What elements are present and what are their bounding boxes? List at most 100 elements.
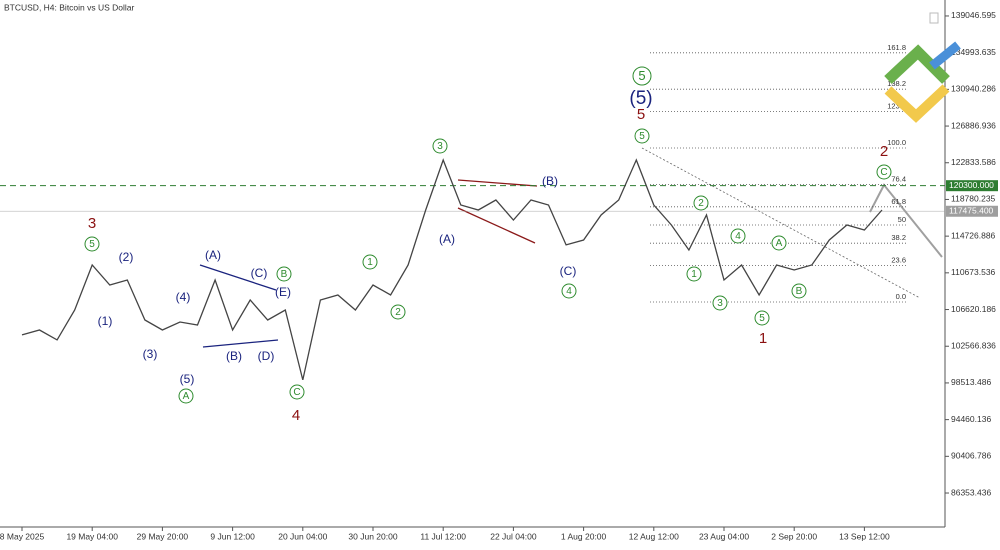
y-tick-label: 94460.136 <box>951 414 991 424</box>
wave-label: 5 <box>638 68 645 83</box>
y-tick-label: 130940.286 <box>951 84 996 94</box>
y-tick-label: 118780.235 <box>951 194 996 204</box>
x-tick-label: 11 Jul 12:00 <box>420 531 466 541</box>
wave-label: 5 <box>759 313 765 324</box>
y-tick-label: 106620.186 <box>951 304 996 314</box>
wave-label: (D) <box>258 349 275 363</box>
fib-label: 23.6 <box>891 256 906 265</box>
wave-label: (A) <box>439 232 455 246</box>
wave-circle <box>432 138 448 154</box>
icon <box>929 12 939 24</box>
wave-label: B <box>796 286 803 297</box>
x-tick-label: 1 Aug 20:00 <box>561 531 607 541</box>
fib-label: 50 <box>898 215 906 224</box>
wave-label: (C) <box>560 264 577 278</box>
logo-shape <box>929 41 961 70</box>
x-tick-label: 29 May 20:00 <box>137 531 189 541</box>
y-tick-label: 122833.586 <box>951 157 996 167</box>
wave-circle <box>276 266 292 282</box>
wave-circle <box>771 235 787 251</box>
logo-shape <box>884 84 950 123</box>
price-series <box>21 158 883 381</box>
wave-label: (4) <box>176 290 191 304</box>
wave-label: 4 <box>566 286 572 297</box>
y-tick-label: 139046.595 <box>951 10 996 20</box>
price-tag-label: 117475.400 <box>949 206 994 216</box>
fib-label: 38.2 <box>891 233 906 242</box>
projection-line <box>869 183 943 258</box>
wave-circle <box>362 254 378 270</box>
wave-label: 1 <box>691 269 697 280</box>
wave-label: 2 <box>698 198 704 209</box>
price-tag <box>946 180 998 192</box>
wave-label: 2 <box>395 307 401 318</box>
x-tick-label: 30 Jun 20:00 <box>348 531 397 541</box>
y-tick-label: 98513.486 <box>951 377 991 387</box>
chart-header: BTCUSD, H4: Bitcoin vs US Dollar <box>4 2 135 12</box>
triangle-line <box>202 339 279 348</box>
wave-circle <box>693 195 709 211</box>
wave-label: 2 <box>880 143 888 160</box>
wave-circle <box>876 164 892 180</box>
wave-label: 5 <box>639 131 645 142</box>
wave-label: (C) <box>251 266 268 280</box>
x-tick-label: 8 May 2025 <box>0 531 44 541</box>
wave-label: 1 <box>367 257 373 268</box>
wave-label: 5 <box>637 106 645 123</box>
x-tick-label: 13 Sep 12:00 <box>839 531 890 541</box>
logo-shape <box>884 44 950 85</box>
wave-label: (E) <box>275 285 291 299</box>
wave-label: (1) <box>98 314 113 328</box>
fib-label: 123.6 <box>887 102 906 111</box>
wave-circle <box>730 228 746 244</box>
x-tick-label: 19 May 04:00 <box>66 531 118 541</box>
y-tick-label: 126886.936 <box>951 120 996 130</box>
fib-trend-line <box>641 147 921 299</box>
fib-label: 161.8 <box>887 43 906 52</box>
fib-label: 76.4 <box>891 174 906 183</box>
y-tick-label: 86353.436 <box>951 487 991 497</box>
wave-label: 4 <box>292 407 300 424</box>
price-tag <box>946 205 998 217</box>
wave-label: B <box>281 269 288 280</box>
wave-circle <box>178 388 194 404</box>
wave-circle <box>712 295 728 311</box>
wave-label: (3) <box>143 347 158 361</box>
x-tick-label: 12 Aug 12:00 <box>629 531 679 541</box>
x-tick-label: 2 Sep 20:00 <box>771 531 817 541</box>
logo <box>884 41 961 123</box>
fib-label: 61.8 <box>891 197 906 206</box>
wave-label: 5 <box>89 239 95 250</box>
y-tick-label: 114726.886 <box>951 230 996 240</box>
price-tag-label: 120300.000 <box>949 180 994 190</box>
wave-circle <box>791 283 807 299</box>
y-tick-label: 102566.836 <box>951 340 996 350</box>
wave-label: 3 <box>88 215 96 232</box>
x-tick-label: 22 Jul 04:00 <box>490 531 537 541</box>
triangle-line <box>457 179 538 187</box>
x-tick-label: 20 Jun 04:00 <box>278 531 327 541</box>
wave-circle <box>686 266 702 282</box>
wave-label: (2) <box>119 250 134 264</box>
wave-circle <box>634 128 650 144</box>
wave-label: C <box>880 167 887 178</box>
wave-circle <box>289 384 305 400</box>
wave-label: 3 <box>717 298 723 309</box>
wave-label: 1 <box>759 330 767 347</box>
fib-label: 138.2 <box>887 79 906 88</box>
wave-label: A <box>183 391 190 402</box>
wave-label: 4 <box>735 231 741 242</box>
wave-label: (B) <box>226 349 242 363</box>
x-tick-label: 9 Jun 12:00 <box>210 531 255 541</box>
wave-circle <box>561 283 577 299</box>
y-tick-label: 134993.635 <box>951 47 996 57</box>
wave-label: (5) <box>180 372 195 386</box>
y-tick-label: 110673.536 <box>951 267 996 277</box>
fib-label: 100.0 <box>887 138 906 147</box>
wave-circle <box>84 236 100 252</box>
wave-label: C <box>293 387 300 398</box>
wave-label: A <box>776 238 783 249</box>
wave-circle <box>390 304 406 320</box>
y-tick-label: 90406.786 <box>951 451 991 461</box>
